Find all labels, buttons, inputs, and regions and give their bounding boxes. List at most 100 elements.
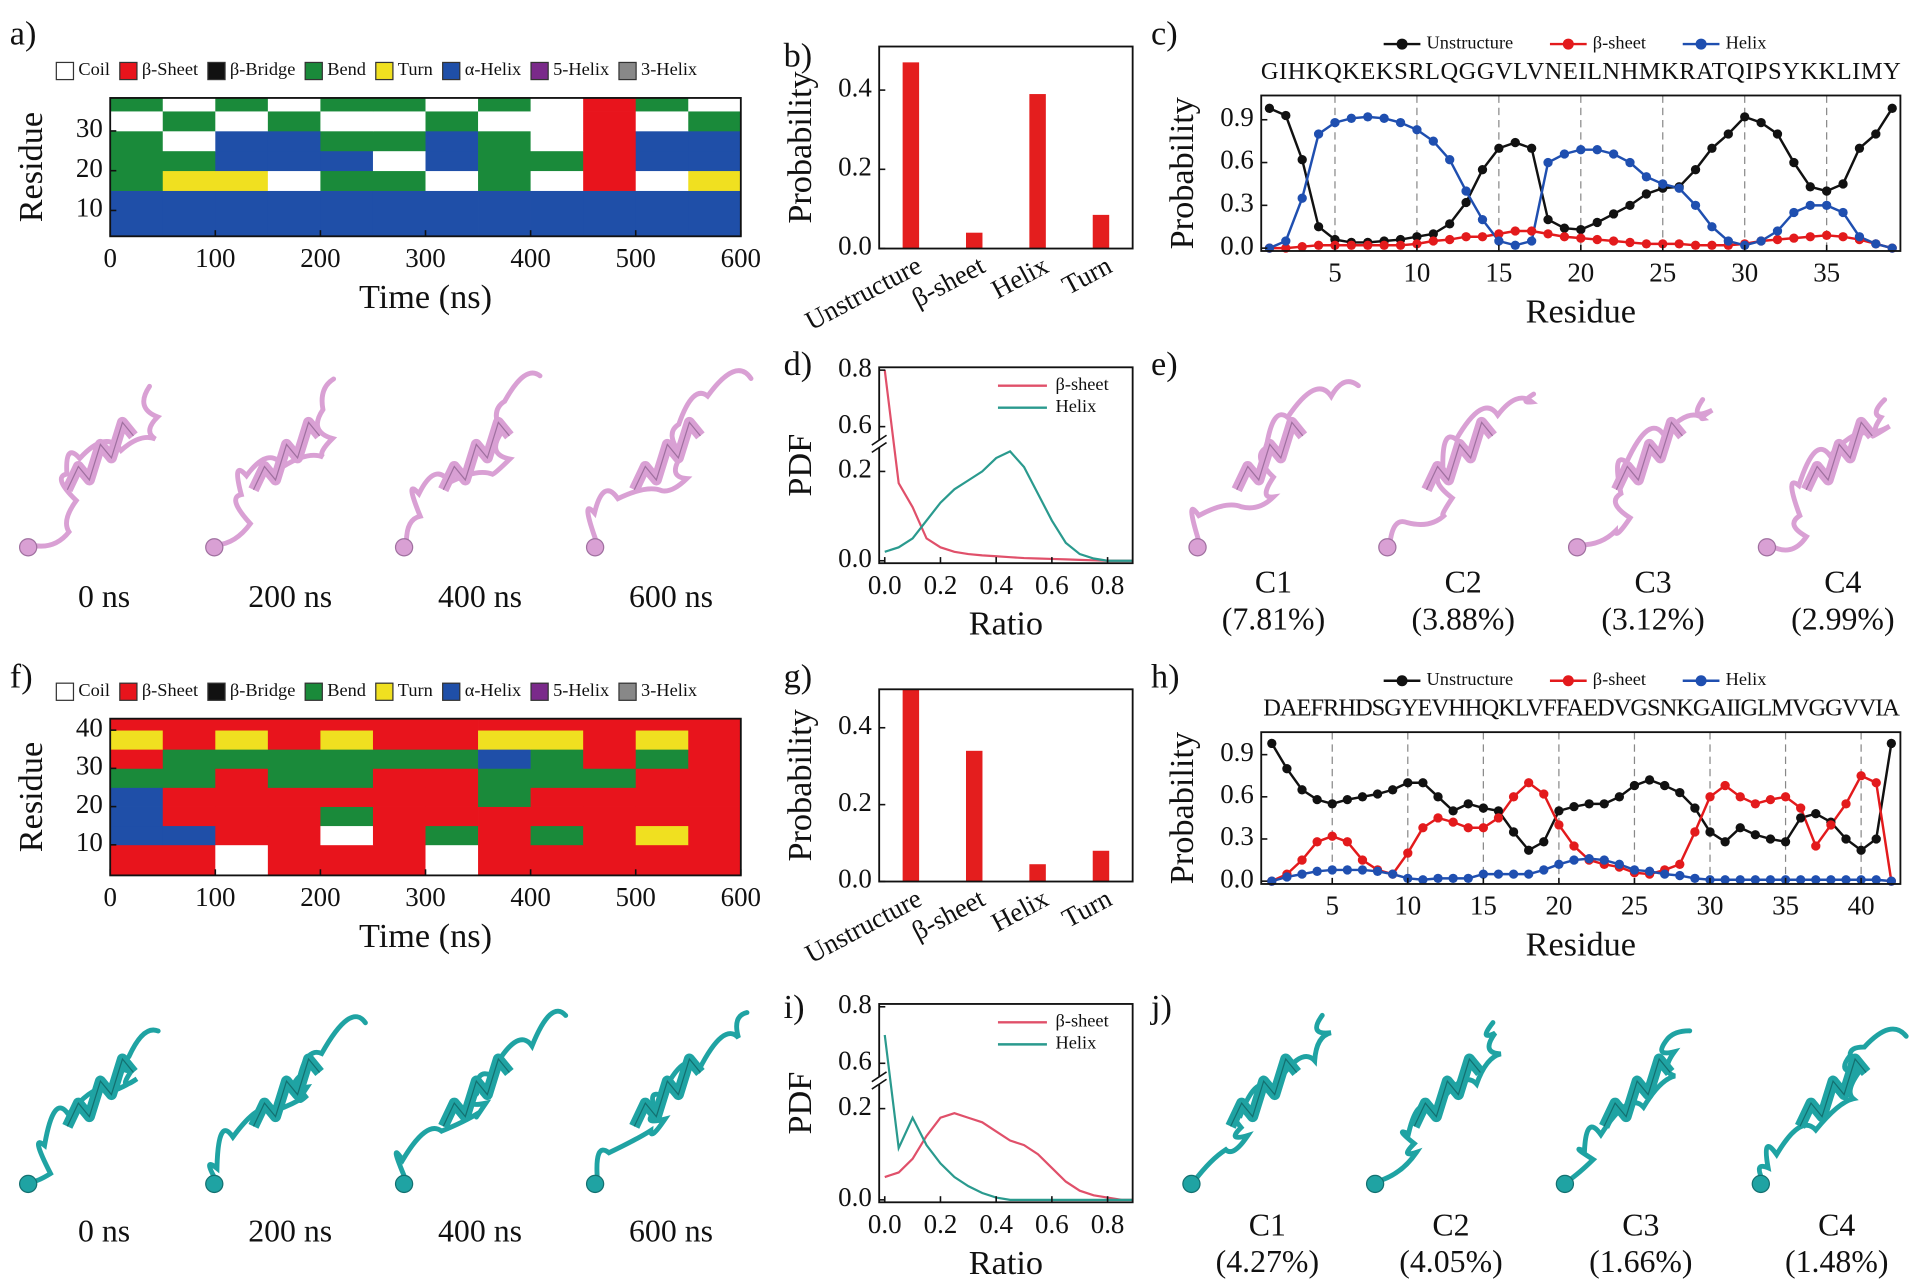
- cell: [162, 806, 216, 827]
- cell: [215, 111, 269, 132]
- structure-share: (2.99%): [1791, 601, 1894, 636]
- structure-ribbon-edge: [252, 1057, 321, 1127]
- structure-label: 200 ns: [248, 579, 332, 614]
- cell: [110, 718, 164, 731]
- legend-swatch: [618, 61, 637, 81]
- structure-terminus: [585, 1174, 605, 1194]
- marker: [1841, 799, 1851, 809]
- panel-label: g): [784, 657, 813, 695]
- marker: [1614, 792, 1625, 802]
- cell: [425, 150, 479, 172]
- marker: [1313, 240, 1324, 250]
- structure-label: 600 ns: [629, 579, 713, 614]
- marker: [1796, 803, 1806, 813]
- cell: [583, 190, 637, 211]
- marker: [1445, 155, 1455, 165]
- cell: [267, 844, 321, 876]
- axis-break: [871, 441, 887, 454]
- cell: [530, 787, 584, 807]
- marker: [1418, 875, 1428, 885]
- cell: [320, 130, 374, 152]
- cell: [162, 749, 216, 769]
- cell: [635, 844, 689, 876]
- marker: [1772, 129, 1783, 139]
- marker: [1395, 117, 1406, 128]
- cell: [372, 718, 426, 731]
- x-tick-label: 0: [103, 243, 116, 273]
- lines: [883, 369, 1133, 562]
- cell: [530, 130, 584, 152]
- structure-coil: [1564, 1028, 1693, 1184]
- marker: [1887, 103, 1897, 113]
- cell: [110, 749, 164, 769]
- y-tick-label: 30: [76, 113, 103, 143]
- marker: [1707, 222, 1717, 232]
- series-line: [884, 1112, 1133, 1201]
- x-axis-title: Residue: [1526, 293, 1636, 331]
- panel-label: d): [784, 345, 813, 383]
- marker: [1463, 823, 1473, 833]
- cell: [162, 150, 216, 172]
- marker: [1559, 149, 1570, 159]
- marker: [1477, 214, 1488, 225]
- x-axis-title: Time (ns): [359, 917, 492, 955]
- cell: [478, 97, 531, 112]
- x-tick-label: 400: [510, 882, 550, 912]
- x-axis-title: Time (ns): [359, 278, 492, 316]
- panel-label: b): [784, 37, 813, 75]
- structure-coil: [585, 368, 754, 548]
- legend-label: 5-Helix: [553, 680, 609, 700]
- cell: [267, 97, 321, 112]
- marker: [1886, 738, 1896, 749]
- cell: [320, 190, 374, 211]
- x-tick-label: 500: [616, 243, 656, 273]
- cell: [583, 768, 637, 788]
- legend-swatch: [119, 682, 138, 701]
- x-tick-label: 20: [1567, 258, 1594, 288]
- x-axis-title: Ratio: [969, 605, 1043, 643]
- marker: [1871, 875, 1881, 885]
- bar: [965, 232, 983, 249]
- marker: [1543, 229, 1553, 239]
- marker: [1584, 854, 1594, 864]
- cell: [320, 806, 374, 827]
- cell: [425, 170, 479, 191]
- marker: [1805, 200, 1815, 210]
- marker: [1658, 239, 1668, 249]
- cell: [583, 97, 637, 112]
- y-tick-label: 0.9: [1220, 737, 1254, 767]
- x-tick-label: 10: [1394, 891, 1421, 921]
- marker: [1723, 129, 1733, 139]
- marker: [1805, 182, 1815, 192]
- cell: [320, 150, 374, 172]
- marker: [1735, 875, 1745, 885]
- axis-break: [871, 1071, 887, 1083]
- marker: [1433, 873, 1443, 883]
- legend-swatch: [375, 682, 394, 701]
- marker: [1690, 873, 1700, 883]
- legend-swatch: [55, 682, 75, 701]
- marker: [1477, 165, 1488, 175]
- cell: [425, 749, 479, 769]
- legend-swatch: [618, 682, 637, 701]
- cell: [478, 718, 531, 731]
- cell: [267, 150, 321, 172]
- structure-label: C3: [1634, 565, 1671, 600]
- marker: [1720, 780, 1730, 791]
- structure-coil: [28, 383, 163, 549]
- cell: [372, 806, 426, 827]
- cell: [110, 844, 164, 876]
- series-line: [883, 369, 1133, 562]
- cell: [267, 825, 321, 846]
- cell: [110, 97, 164, 112]
- cell: [635, 749, 689, 769]
- structure-terminus: [205, 538, 224, 557]
- cell: [215, 768, 269, 788]
- marker: [1477, 232, 1488, 242]
- cell: [583, 730, 637, 750]
- marker: [1765, 834, 1776, 844]
- marker: [1403, 778, 1413, 788]
- structure-share: (4.05%): [1399, 1244, 1502, 1279]
- cell: [372, 787, 426, 807]
- y-tick-label: 0.2: [838, 787, 872, 817]
